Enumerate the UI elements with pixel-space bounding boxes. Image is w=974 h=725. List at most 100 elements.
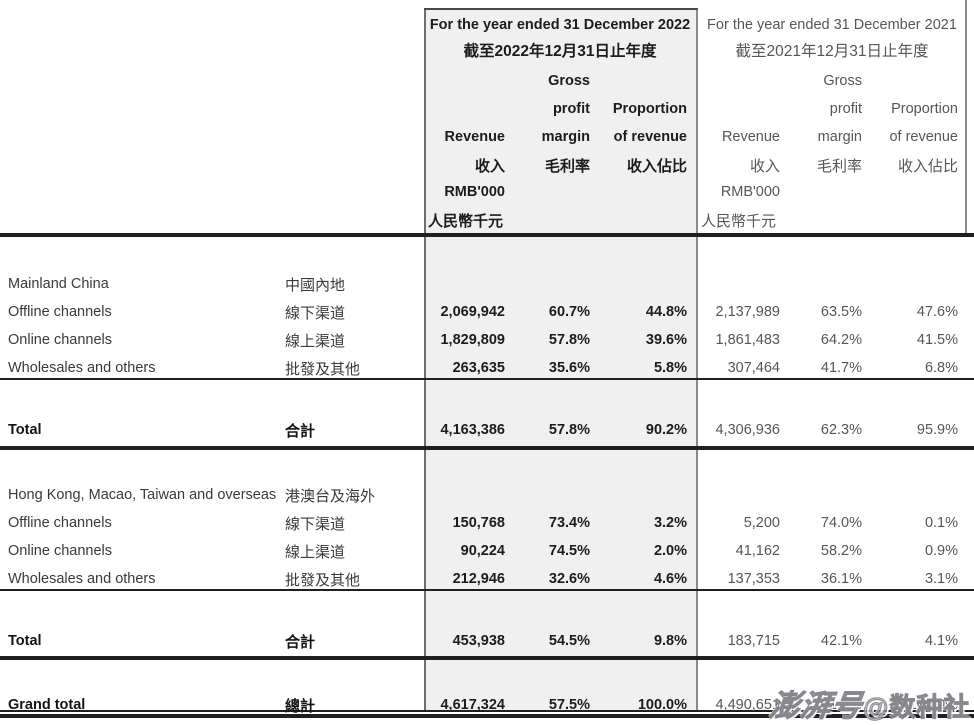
margin-2022: 57.8% bbox=[548, 422, 590, 438]
margin-2021: 36.1% bbox=[820, 571, 862, 587]
margin-2022: 74.5% bbox=[548, 543, 590, 559]
margin-2022: 60.7% bbox=[548, 304, 590, 320]
header-line-gross: Gross Gross bbox=[0, 67, 974, 95]
revenue-2021: 2,137,989 bbox=[715, 304, 780, 320]
header-2021-proportion: Proportion bbox=[891, 101, 958, 117]
header-2021-proportion-zh: 收入佔比 bbox=[897, 157, 958, 175]
rule-grand-total-thin bbox=[0, 710, 974, 712]
header-2021-title-en: For the year ended 31 December 2021 bbox=[707, 17, 957, 33]
row-label-en: Grand total bbox=[8, 697, 86, 713]
header-2022-revenue-zh: 收入 bbox=[474, 157, 505, 175]
row-label-zh: 合計 bbox=[285, 633, 316, 651]
row-label-zh: 港澳台及海外 bbox=[285, 487, 376, 505]
header-2021-title-zh: 截至2021年12月31日止年度 bbox=[735, 43, 929, 60]
rule-section2-subtotal bbox=[0, 589, 974, 591]
header-2022-margin: margin bbox=[541, 129, 590, 145]
row-label-zh: 批發及其他 bbox=[285, 360, 361, 378]
revenue-2021: 137,353 bbox=[727, 571, 780, 587]
header-2022-proportion-zh: 收入佔比 bbox=[626, 157, 687, 175]
header-2021-margin-zh: 毛利率 bbox=[816, 157, 862, 175]
table-row-grand-total: Grand total 總計 4,617,324 57.5% 100.0% 4,… bbox=[0, 691, 974, 719]
header-2021-of-revenue: of revenue bbox=[889, 129, 958, 145]
header-2021-margin: margin bbox=[817, 129, 862, 145]
row-label-en: Wholesales and others bbox=[8, 360, 156, 376]
revenue-2022: 150,768 bbox=[452, 515, 505, 531]
revenue-2022: 212,946 bbox=[452, 571, 505, 587]
revenue-2021: 183,715 bbox=[727, 633, 780, 649]
proportion-2022: 100.0% bbox=[637, 697, 687, 713]
proportion-2022: 3.2% bbox=[653, 515, 687, 531]
margin-2022: 57.8% bbox=[548, 332, 590, 348]
row-label-zh: 合計 bbox=[285, 422, 316, 440]
revenue-2022: 2,069,942 bbox=[440, 304, 505, 320]
row-label-en: Hong Kong, Macao, Taiwan and overseas bbox=[8, 487, 277, 503]
row-label-zh: 線上渠道 bbox=[285, 543, 346, 561]
margin-2022: 32.6% bbox=[548, 571, 590, 587]
revenue-2022: 263,635 bbox=[452, 360, 505, 376]
row-label-zh: 中國內地 bbox=[285, 276, 346, 294]
row-label-en: Total bbox=[8, 633, 42, 649]
margin-2021: 62.3% bbox=[820, 422, 862, 438]
row-label-en: Mainland China bbox=[8, 276, 109, 292]
proportion-2021: 4.1% bbox=[924, 633, 958, 649]
revenue-2022: 1,829,809 bbox=[440, 332, 505, 348]
header-2022-unit-zh: 人民幣千元 bbox=[428, 212, 504, 230]
header-2021-gross: Gross bbox=[823, 73, 862, 89]
table-row-offline-hk: Offline channels 線下渠道 150,768 73.4% 3.2%… bbox=[0, 509, 974, 537]
row-label-zh: 線下渠道 bbox=[285, 304, 346, 322]
margin-2021: 58.2% bbox=[820, 543, 862, 559]
proportion-2022: 39.6% bbox=[645, 332, 687, 348]
revenue-2021: 4,490,651 bbox=[715, 697, 780, 713]
proportion-2021: 3.1% bbox=[924, 571, 958, 587]
header-2021-unit: RMB'000 bbox=[720, 184, 780, 200]
margin-2022: 73.4% bbox=[548, 515, 590, 531]
watermark-handle: @数种社 bbox=[862, 692, 971, 723]
proportion-2022: 5.8% bbox=[653, 360, 687, 376]
table-row-online-mainland: Online channels 線上渠道 1,829,809 57.8% 39.… bbox=[0, 326, 974, 354]
watermark: 澎湃号@数种社 bbox=[767, 681, 971, 725]
margin-2022: 57.5% bbox=[548, 697, 590, 713]
header-line-profit-proportion: profit Proportion profit Proportion bbox=[0, 95, 974, 123]
table-row-hk-macao-taiwan: Hong Kong, Macao, Taiwan and overseas 港澳… bbox=[0, 481, 974, 509]
header-2022-title-zh: 截至2022年12月31日止年度 bbox=[463, 43, 657, 60]
header-2022-title-en: For the year ended 31 December 2022 bbox=[429, 17, 691, 33]
header-2022-of-revenue: of revenue bbox=[613, 129, 687, 145]
proportion-2022: 4.6% bbox=[653, 571, 687, 587]
rule-section2-total bbox=[0, 656, 974, 660]
header-line-revenue-margin: Revenue margin of revenue Revenue margin… bbox=[0, 123, 974, 151]
row-label-en: Total bbox=[8, 422, 42, 438]
rule-grand-total-thick bbox=[0, 714, 974, 718]
header-line-unit: RMB'000 RMB'000 bbox=[0, 178, 974, 206]
margin-2021: 41.7% bbox=[820, 360, 862, 376]
proportion-2021: 100.0% bbox=[908, 697, 958, 713]
rule-section1-total bbox=[0, 446, 974, 450]
header-2021-unit-zh: 人民幣千元 bbox=[701, 212, 777, 230]
table-row-offline-mainland: Offline channels 線下渠道 2,069,942 60.7% 44… bbox=[0, 298, 974, 326]
proportion-2022: 44.8% bbox=[645, 304, 687, 320]
rule-header-bottom bbox=[0, 233, 974, 237]
row-label-en: Offline channels bbox=[8, 304, 112, 320]
row-label-zh: 線上渠道 bbox=[285, 332, 346, 350]
revenue-2022: 4,163,386 bbox=[440, 422, 505, 438]
table-row-total-hk: Total 合計 453,938 54.5% 9.8% 183,715 42.1… bbox=[0, 627, 974, 655]
row-label-en: Offline channels bbox=[8, 515, 112, 531]
header-2022-gross: Gross bbox=[548, 73, 590, 89]
proportion-2022: 2.0% bbox=[653, 543, 687, 559]
header-2021-revenue: Revenue bbox=[721, 129, 780, 145]
margin-2021: 63.5% bbox=[820, 304, 862, 320]
rule-section1-subtotal bbox=[0, 378, 974, 380]
revenue-2021: 4,306,936 bbox=[715, 422, 780, 438]
table-row-mainland-china: Mainland China 中國內地 bbox=[0, 270, 974, 298]
margin-2021: 64.2% bbox=[820, 332, 862, 348]
watermark-brand: 澎湃号 bbox=[767, 690, 866, 724]
rule-vertical-right-header bbox=[965, 0, 967, 234]
margin-2022: 54.5% bbox=[548, 633, 590, 649]
header-2022-revenue: Revenue bbox=[444, 129, 505, 145]
table-row-total-mainland: Total 合計 4,163,386 57.8% 90.2% 4,306,936… bbox=[0, 416, 974, 444]
margin-2021: 74.0% bbox=[820, 515, 862, 531]
revenue-2022: 90,224 bbox=[460, 543, 505, 559]
2022-column-shade bbox=[425, 8, 696, 710]
revenue-2021: 5,200 bbox=[743, 515, 780, 531]
row-label-zh: 批發及其他 bbox=[285, 571, 361, 589]
margin-2021: 42.1% bbox=[820, 633, 862, 649]
